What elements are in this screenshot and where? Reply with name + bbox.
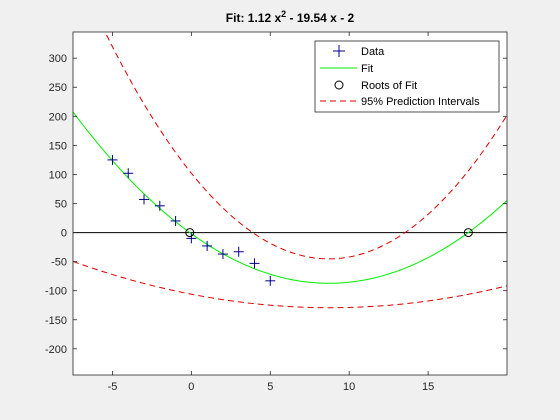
fit-curve bbox=[73, 111, 507, 284]
points-layer bbox=[107, 154, 473, 286]
data-point bbox=[123, 168, 134, 179]
legend: Data Fit Roots of Fit 95% Prediction Int… bbox=[314, 40, 500, 113]
legend-roots-marker bbox=[334, 80, 344, 90]
chart-title: Fit: 1.12 x2 - 19.54 x - 2 bbox=[226, 9, 355, 25]
y-tick-label: -200 bbox=[45, 344, 67, 356]
data-point bbox=[249, 258, 260, 269]
legend-label-roots: Roots of Fit bbox=[361, 80, 417, 92]
y-tick-label: 50 bbox=[55, 199, 67, 211]
x-tick-label: 15 bbox=[422, 381, 434, 393]
y-tick-label: -50 bbox=[51, 257, 67, 269]
y-tick-label: 150 bbox=[49, 140, 67, 152]
y-tick-label: 250 bbox=[49, 82, 67, 94]
y-tick-label: 200 bbox=[49, 111, 67, 123]
prediction-interval-upper bbox=[104, 32, 507, 260]
root-marker bbox=[185, 228, 195, 238]
legend-label-fit: Fit bbox=[361, 63, 373, 75]
root-marker bbox=[463, 228, 473, 238]
y-tick-label: 300 bbox=[49, 53, 67, 65]
fit-layer bbox=[73, 111, 507, 284]
data-point bbox=[139, 194, 150, 205]
x-tick-label: 10 bbox=[343, 381, 355, 393]
x-tick-label: 0 bbox=[188, 381, 194, 393]
data-point bbox=[186, 233, 197, 244]
prediction-interval-layer bbox=[73, 32, 507, 309]
legend-label-intervals: 95% Prediction Intervals bbox=[361, 96, 480, 108]
y-tick-label: 0 bbox=[61, 228, 67, 240]
data-point bbox=[265, 275, 276, 286]
y-tick-label: -150 bbox=[45, 315, 67, 327]
data-point bbox=[233, 246, 244, 257]
data-point bbox=[154, 200, 165, 211]
x-tick-label: -5 bbox=[108, 381, 118, 393]
data-point bbox=[107, 154, 118, 165]
prediction-interval-lower bbox=[73, 260, 507, 309]
legend-label-data: Data bbox=[361, 46, 385, 58]
x-tick-label: 5 bbox=[267, 381, 273, 393]
data-point bbox=[170, 215, 181, 226]
data-point bbox=[202, 240, 213, 251]
y-tick-label: 100 bbox=[49, 169, 67, 181]
y-tick-label: -100 bbox=[45, 286, 67, 298]
data-point bbox=[217, 249, 228, 260]
ticks-layer: -5 0 5 10 15-200-150-100-5005010015020025030… bbox=[45, 32, 507, 393]
legend-box bbox=[314, 40, 500, 113]
